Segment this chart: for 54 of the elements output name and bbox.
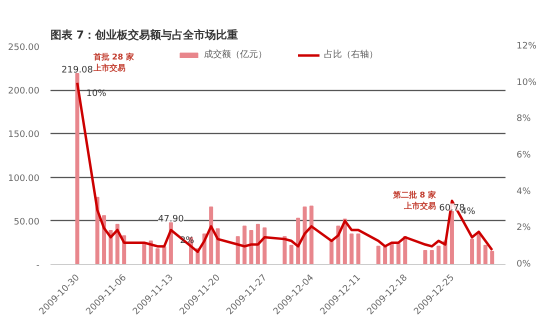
data-label: 219.08 bbox=[62, 65, 94, 76]
bar bbox=[330, 240, 334, 264]
y-tick-label: - bbox=[36, 261, 40, 271]
y-tick-label: 50.00 bbox=[14, 217, 40, 228]
bar bbox=[436, 246, 441, 264]
bar bbox=[209, 206, 214, 264]
bar bbox=[490, 250, 494, 264]
bar bbox=[396, 243, 400, 264]
legend-label: 占比（右轴） bbox=[324, 48, 378, 61]
bar bbox=[383, 246, 388, 264]
data-label: 2% bbox=[180, 236, 195, 246]
bar bbox=[356, 233, 360, 264]
bar bbox=[256, 224, 260, 264]
annotation: 第二批 8 家 bbox=[392, 190, 436, 200]
bar bbox=[262, 227, 267, 264]
chart-title: 图表 7：创业板交易额与占全市场比重 bbox=[50, 28, 238, 42]
annotation: 首批 28 家 bbox=[92, 51, 134, 62]
bar bbox=[156, 248, 160, 264]
bar bbox=[470, 238, 474, 264]
bar bbox=[249, 230, 254, 264]
y2-tick-label: 8% bbox=[516, 114, 532, 124]
y2-tick-label: 2% bbox=[516, 223, 532, 234]
bar bbox=[483, 244, 488, 264]
y2-tick-label: 4% bbox=[516, 186, 532, 197]
bar bbox=[476, 233, 481, 264]
annotation: 上市交易 bbox=[402, 200, 436, 210]
bar bbox=[289, 244, 294, 264]
bar bbox=[302, 206, 307, 264]
y-tick-label: 250.00 bbox=[8, 43, 40, 53]
annotation: 上市交易 bbox=[92, 62, 126, 72]
bar bbox=[142, 242, 146, 264]
y-tick-label: 200.00 bbox=[8, 86, 40, 97]
bar bbox=[296, 218, 300, 264]
line-series bbox=[76, 82, 494, 254]
bar bbox=[376, 246, 380, 264]
bar bbox=[242, 226, 247, 264]
bar bbox=[75, 72, 80, 264]
bar bbox=[423, 250, 428, 264]
y-tick-label: 150.00 bbox=[8, 130, 40, 140]
bar bbox=[350, 233, 354, 264]
bar bbox=[162, 246, 166, 264]
y2-tick-label: 10% bbox=[516, 78, 537, 88]
data-label: 10% bbox=[86, 88, 107, 99]
bar bbox=[309, 206, 314, 264]
bar bbox=[236, 236, 240, 264]
y2-tick-label: 12% bbox=[516, 42, 537, 52]
data-label: 47.90 bbox=[158, 214, 184, 225]
bar bbox=[390, 243, 394, 264]
bar bbox=[282, 236, 287, 264]
y-tick-label: 100.00 bbox=[8, 174, 40, 184]
y2-tick-label: 6% bbox=[516, 150, 532, 160]
y2-tick-label: 0% bbox=[516, 260, 532, 270]
legend-label: 成交额（亿元） bbox=[204, 48, 267, 61]
bar bbox=[430, 250, 434, 264]
